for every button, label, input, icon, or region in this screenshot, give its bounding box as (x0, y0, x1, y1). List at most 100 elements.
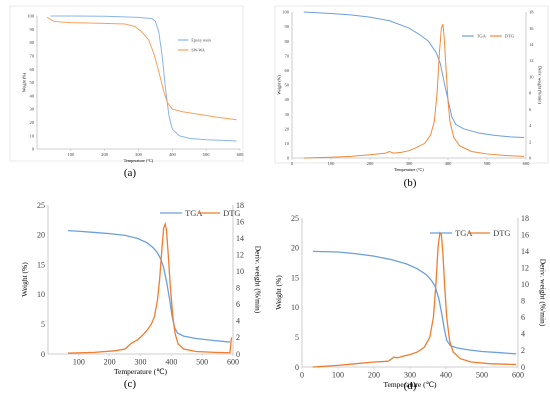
legend-label: TGA (477, 34, 487, 39)
x-tick-label: 600 (237, 152, 245, 157)
x-tick-label: 300 (135, 358, 147, 367)
y2-tick-label: 0 (521, 363, 525, 372)
y-tick-label: 60 (30, 67, 35, 72)
y2-tick-label: 0 (236, 350, 240, 359)
panel-a: 100 200 300 400 500 600 0 10 20 30 40 50 60 70 80 90 100… (9, 5, 245, 179)
y2-tick-label: 14 (236, 234, 244, 243)
y2-tick-label: 18 (236, 201, 244, 210)
y-tick-label: 30 (285, 112, 290, 117)
y-tick-label: 20 (37, 231, 45, 240)
y-tick-label: 10 (37, 290, 45, 299)
y-tick-label: 5 (295, 333, 299, 342)
y2-tick-label: 8 (236, 284, 240, 293)
chart-frame (9, 5, 244, 162)
y-tick-label: 50 (30, 80, 35, 85)
y2-tick-label: 4 (236, 317, 240, 326)
y-tick-label: 100 (282, 10, 290, 15)
y-tick-label: 70 (285, 53, 290, 58)
y2-tick-label: 10 (236, 267, 244, 276)
x-axis-title: Temperature (℃) (383, 380, 437, 389)
x-tick-label: 500 (476, 371, 488, 380)
series-line-dtg (312, 231, 517, 368)
x-tick-label: 500 (196, 358, 208, 367)
y2-tick-label: 16 (529, 26, 534, 31)
y2-axis-title: Deriv. weight (%/min) (253, 246, 262, 314)
x-tick-label: 0 (291, 161, 294, 166)
y-tick-label: 50 (285, 83, 290, 88)
x-tick-label: 200 (368, 371, 380, 380)
panel-label: (a) (124, 167, 137, 179)
y2-axis-title: Deriv. weight (%/min) (538, 259, 547, 327)
y-tick-label: 10 (30, 133, 35, 138)
y-tick-label: 60 (285, 68, 290, 73)
series-line-tga (312, 250, 517, 355)
x-tick-label: 300 (404, 371, 416, 380)
y-tick-label: 70 (30, 53, 35, 58)
y-tick-label: 20 (285, 126, 290, 131)
y-tick-label: 80 (285, 39, 290, 44)
x-axis-title: Temperature (°C) (394, 167, 424, 172)
x-tick-label: 600 (523, 161, 531, 166)
y2-tick-label: 6 (521, 313, 525, 322)
x-tick-label: 200 (367, 161, 375, 166)
y-axis-title: Weight (%) (20, 262, 29, 297)
y2-tick-label: 12 (236, 250, 244, 259)
y2-tick-label: 12 (529, 58, 534, 63)
y-tick-label: 30 (30, 107, 35, 112)
y2-tick-label: 4 (529, 123, 532, 128)
x-tick-label: 100 (73, 358, 85, 367)
x-tick-label: 500 (484, 161, 492, 166)
y-tick-label: 15 (37, 260, 45, 269)
y2-tick-label: 16 (236, 217, 244, 226)
y2-tick-label: 2 (521, 346, 525, 355)
legend-label: DTG (223, 208, 240, 218)
y2-tick-label: 14 (521, 247, 529, 256)
y2-tick-label: 6 (529, 107, 532, 112)
y-axis-title: Weight (%) (21, 72, 26, 92)
series-line-tga (303, 11, 525, 139)
series-line-dtg (68, 221, 233, 354)
x-axis-title: Temperature (°C) (124, 158, 154, 163)
y-tick-label: 0 (32, 147, 35, 152)
legend-label: DTG (493, 228, 510, 238)
panel-label: (c) (124, 378, 137, 390)
y2-tick-label: 4 (521, 330, 525, 339)
legend-label: TGA (185, 208, 203, 218)
x-tick-label: 100 (332, 371, 344, 380)
x-tick-label: 200 (104, 358, 116, 367)
y-tick-label: 5 (41, 320, 45, 329)
series-line-tga (68, 229, 230, 343)
x-tick-label: 100 (328, 161, 336, 166)
series-line-sw-wa (46, 16, 237, 121)
x-tick-label: 300 (135, 152, 143, 157)
y-tick-label: 25 (291, 214, 299, 223)
x-tick-label: 400 (440, 371, 452, 380)
y2-axis-title: Deriv. weight (%/min) (538, 66, 543, 104)
y-tick-label: 20 (30, 120, 35, 125)
y-tick-label: 40 (30, 93, 35, 98)
y2-tick-label: 18 (529, 10, 534, 15)
panel-d: 0 100 200 300 400 500 600051015202502468101214… (274, 214, 547, 392)
legend-label: DTG (505, 34, 515, 39)
x-tick-label: 600 (227, 358, 239, 367)
x-tick-label: 600 (512, 371, 524, 380)
y2-tick-label: 18 (521, 214, 529, 223)
panel-c: 100 200 300 400 500 6000510152025024681012141… (20, 201, 262, 390)
y-tick-label: 20 (291, 244, 299, 253)
y-tick-label: 15 (291, 273, 299, 282)
panel-label: (b) (404, 177, 417, 189)
legend-label: SW-WA (191, 47, 204, 52)
y2-tick-label: 16 (521, 230, 529, 239)
y-tick-label: 40 (285, 97, 290, 102)
y-tick-label: 25 (37, 201, 45, 210)
y-tick-label: 100 (27, 14, 35, 19)
y2-tick-label: 14 (529, 42, 534, 47)
y-tick-label: 90 (30, 27, 35, 32)
x-tick-label: 200 (101, 152, 109, 157)
y2-tick-label: 12 (521, 263, 529, 272)
legend-label: Epoxy resin (191, 37, 210, 42)
x-tick-label: 400 (169, 152, 177, 157)
x-tick-label: 400 (165, 358, 177, 367)
y2-tick-label: 8 (521, 297, 525, 306)
